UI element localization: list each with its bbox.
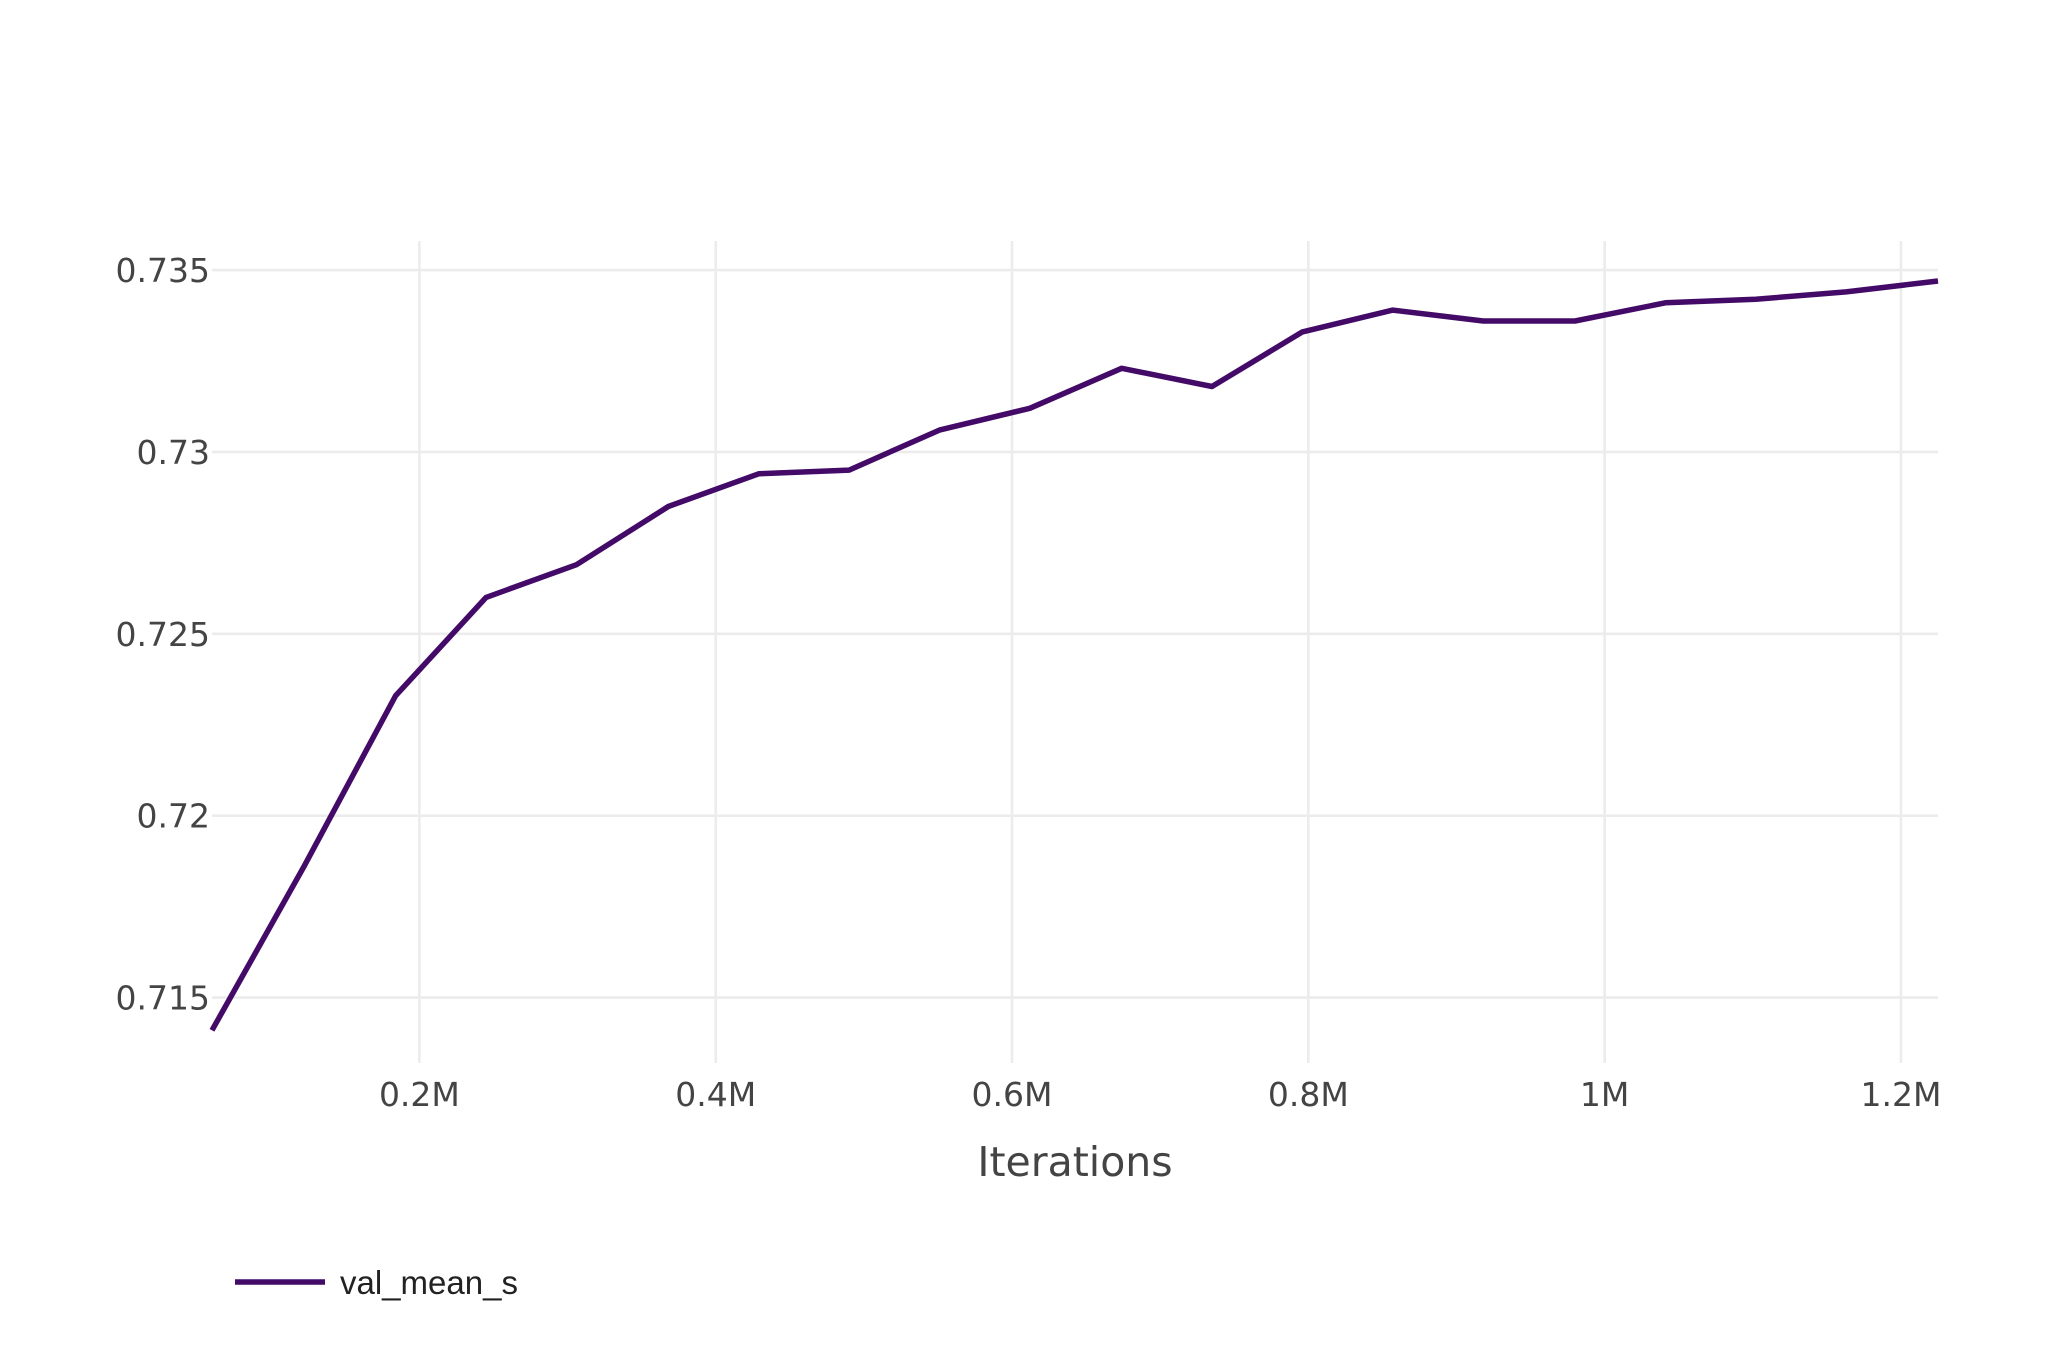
y-tick-labels: 0.715 0.72 0.725 0.73 0.735	[116, 251, 210, 1017]
x-tick-label: 0.4M	[675, 1075, 756, 1114]
x-axis-title: Iterations	[977, 1138, 1172, 1186]
x-tick-label: 0.6M	[972, 1075, 1053, 1114]
legend-item-label[interactable]: val_mean_s	[340, 1264, 518, 1301]
x-gridlines	[418, 241, 1903, 1063]
y-tick-label: 0.73	[137, 433, 210, 472]
y-tick-label: 0.735	[116, 251, 210, 290]
y-gridlines	[212, 268, 1938, 999]
y-tick-label: 0.715	[116, 979, 210, 1018]
series-line-val_mean_s	[209, 278, 1939, 1032]
x-tick-label: 0.2M	[379, 1075, 460, 1114]
y-tick-label: 0.725	[116, 615, 210, 654]
x-tick-labels: 0.2M 0.4M 0.6M 0.8M 1M 1.2M	[379, 1075, 1941, 1114]
x-tick-label: 1M	[1580, 1075, 1629, 1114]
y-tick-label: 0.72	[137, 797, 210, 836]
x-tick-label: 0.8M	[1268, 1075, 1349, 1114]
series-layer	[209, 278, 1939, 1032]
legend[interactable]: val_mean_s	[235, 1264, 518, 1301]
x-tick-label: 1.2M	[1860, 1075, 1941, 1114]
